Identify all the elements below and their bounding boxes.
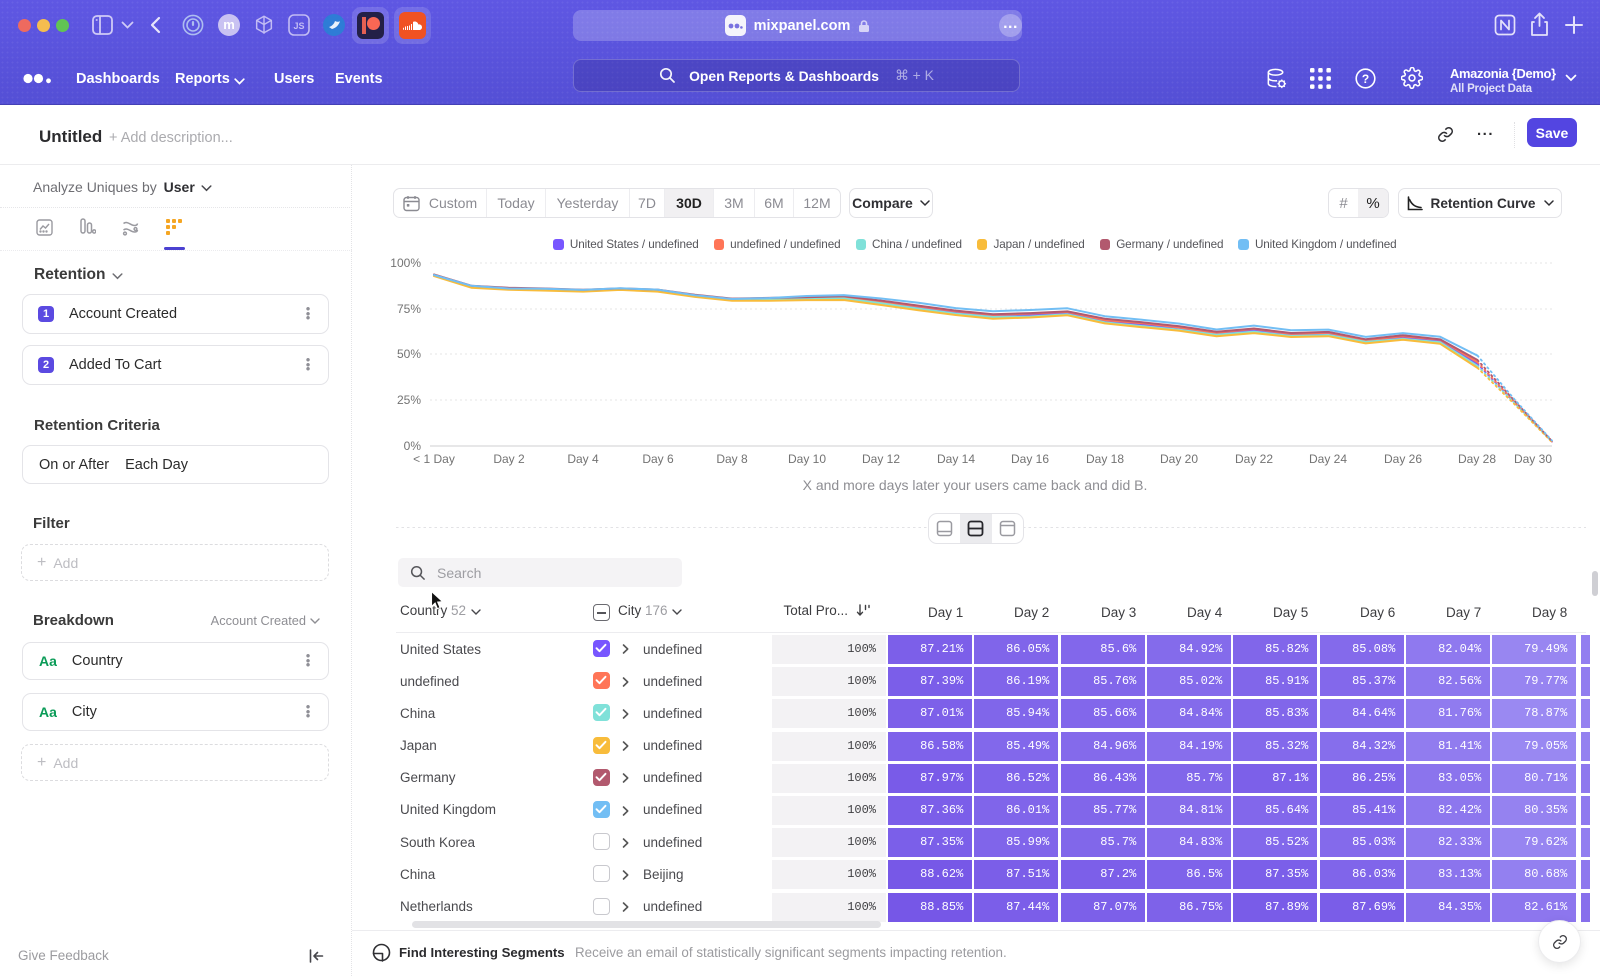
svg-text:Day 20: Day 20	[1160, 452, 1198, 466]
svg-text:25%: 25%	[397, 393, 421, 407]
svg-text:Day 24: Day 24	[1309, 452, 1347, 466]
svg-text:0%: 0%	[404, 439, 422, 453]
svg-text:Day 22: Day 22	[1235, 452, 1273, 466]
svg-text:Day 14: Day 14	[937, 452, 975, 466]
svg-text:100%: 100%	[390, 256, 421, 270]
svg-text:Day 30: Day 30	[1514, 452, 1552, 466]
svg-text:Day 18: Day 18	[1086, 452, 1124, 466]
svg-text:Day 10: Day 10	[788, 452, 826, 466]
svg-text:75%: 75%	[397, 302, 421, 316]
svg-text:Day 2: Day 2	[493, 452, 525, 466]
svg-text:< 1 Day: < 1 Day	[413, 452, 455, 466]
svg-text:JS: JS	[293, 21, 304, 31]
svg-text:Day 4: Day 4	[567, 452, 599, 466]
svg-text:Day 6: Day 6	[642, 452, 674, 466]
svg-text:Day 8: Day 8	[716, 452, 748, 466]
svg-text:Day 12: Day 12	[862, 452, 900, 466]
svg-text:?: ?	[1362, 72, 1369, 86]
svg-text:50%: 50%	[397, 347, 421, 361]
svg-text:Day 28: Day 28	[1458, 452, 1496, 466]
svg-text:Day 16: Day 16	[1011, 452, 1049, 466]
svg-text:Day 26: Day 26	[1384, 452, 1422, 466]
